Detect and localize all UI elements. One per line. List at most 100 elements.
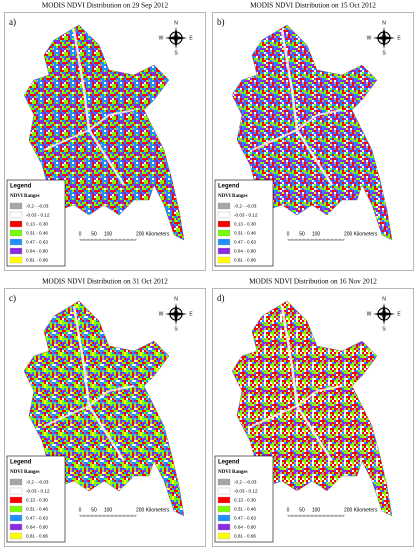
legend-swatch <box>9 211 23 219</box>
legend-label: 0.81 - 0.96 <box>26 257 48 262</box>
legend-swatch <box>217 220 231 228</box>
scale-label: 200 Kilometers <box>344 507 378 513</box>
scale-label: 50 <box>91 507 97 513</box>
legend: Legend NDVI Ranges -0.2 - -0.03 -0.03 - 0.1… <box>6 179 66 267</box>
compass: N S E W <box>159 296 194 332</box>
legend-swatch <box>9 247 23 255</box>
compass-e: E <box>189 35 193 41</box>
scale-label: 200 Kilometers <box>136 231 170 237</box>
scale-label: 100 <box>312 507 321 513</box>
legend-label: 0.31 - 0.46 <box>26 230 48 235</box>
scale-label: 50 <box>299 231 305 237</box>
scale-label: 100 <box>312 231 321 237</box>
panel-title: MODIS NDVI Distribution on 29 Sep 2012 <box>42 2 169 10</box>
legend-swatch <box>9 505 23 513</box>
compass-s: S <box>174 326 178 332</box>
scale-bar: 0 50 100 200 Kilometers <box>287 231 378 241</box>
compass-n: N <box>174 296 178 302</box>
legend-swatch <box>217 238 231 246</box>
legend-label: 0.31 - 0.46 <box>234 230 256 235</box>
river <box>72 29 126 186</box>
scale-label: 200 Kilometers <box>344 231 378 237</box>
scale-label: 0 <box>79 507 82 513</box>
scale-bar: 0 50 100 200 Kilometers <box>79 231 170 241</box>
river <box>43 385 135 427</box>
legend-swatch <box>9 532 23 540</box>
panel-title: MODIS NDVI Distribution on 15 Oct 2012 <box>250 2 376 10</box>
legend-title: Legend <box>218 460 240 466</box>
legend-swatch <box>217 247 231 255</box>
legend-title: Legend <box>10 460 32 466</box>
compass-w: W <box>159 311 164 317</box>
compass-e: E <box>397 35 401 41</box>
legend-label: 0.31 - 0.46 <box>234 506 256 511</box>
legend-swatch <box>217 256 231 264</box>
legend-label: 0.13 - 0.30 <box>234 221 256 226</box>
panel-frame <box>212 288 414 547</box>
river <box>280 305 334 462</box>
legend-label: 0.64 - 0.80 <box>26 524 48 529</box>
scale-label: 200 Kilometers <box>136 507 170 513</box>
compass-w: W <box>367 35 372 41</box>
legend-swatch <box>9 523 23 531</box>
compass-n: N <box>174 20 178 26</box>
map-panel: MODIS NDVI Distribution on 29 Sep 2012 a)… <box>4 2 206 271</box>
map-panel: MODIS NDVI Distribution on 15 Oct 2012 b)… <box>212 2 414 271</box>
legend-swatch <box>217 514 231 522</box>
legend-label: 0.64 - 0.80 <box>234 248 256 253</box>
legend-swatch <box>217 211 231 219</box>
legend: Legend NDVI Ranges -0.2 - -0.03 -0.03 - 0.1… <box>214 455 274 543</box>
compass-w: W <box>367 311 372 317</box>
panel-frame <box>4 12 206 271</box>
river <box>72 305 126 462</box>
legend-subtitle: NDVI Ranges <box>218 194 248 199</box>
legend-swatch <box>9 202 23 210</box>
legend-swatch <box>9 238 23 246</box>
panel-label: d) <box>217 293 225 303</box>
compass: N S E W <box>367 20 402 56</box>
legend-swatch <box>217 202 231 210</box>
legend-label: 0.81 - 0.96 <box>234 257 256 262</box>
legend-label: -0.2 - -0.03 <box>234 203 257 208</box>
river <box>251 385 343 427</box>
scale-label: 0 <box>287 231 290 237</box>
river <box>280 29 334 186</box>
legend-label: 0.81 - 0.96 <box>26 533 48 538</box>
compass: N S E W <box>159 20 194 56</box>
legend-label: 0.64 - 0.80 <box>26 248 48 253</box>
panel-label: c) <box>9 293 16 303</box>
scale-bar: 0 50 100 200 Kilometers <box>287 507 378 517</box>
panel-label: a) <box>9 17 16 27</box>
scale-label: 0 <box>79 231 82 237</box>
legend-title: Legend <box>10 184 32 190</box>
compass: N S E W <box>367 296 402 332</box>
compass-s: S <box>382 50 386 56</box>
legend-swatch <box>217 505 231 513</box>
river <box>43 109 135 151</box>
legend-label: -0.03 - 0.12 <box>234 212 258 217</box>
panel-frame <box>212 12 414 271</box>
panel-label: b) <box>217 17 225 27</box>
map-panel: MODIS NDVI Distribution on 31 Oct 2012 c)… <box>4 278 206 547</box>
legend-swatch <box>9 229 23 237</box>
legend-swatch <box>9 496 23 504</box>
legend-swatch <box>217 523 231 531</box>
compass-n: N <box>382 296 386 302</box>
legend-subtitle: NDVI Ranges <box>10 194 40 199</box>
legend-swatch <box>9 478 23 486</box>
compass-s: S <box>382 326 386 332</box>
scale-label: 50 <box>299 507 305 513</box>
compass-w: W <box>159 35 164 41</box>
scale-label: 100 <box>104 507 113 513</box>
legend-label: -0.2 - -0.03 <box>234 479 257 484</box>
compass-n: N <box>382 20 386 26</box>
legend-label: 0.13 - 0.30 <box>26 221 48 226</box>
legend-label: -0.03 - 0.12 <box>26 212 50 217</box>
panel-frame <box>4 288 206 547</box>
legend-swatch <box>9 256 23 264</box>
legend-subtitle: NDVI Ranges <box>10 470 40 475</box>
panel-title: MODIS NDVI Distribution on 31 Oct 2012 <box>42 278 168 286</box>
legend-label: -0.2 - -0.03 <box>26 203 49 208</box>
